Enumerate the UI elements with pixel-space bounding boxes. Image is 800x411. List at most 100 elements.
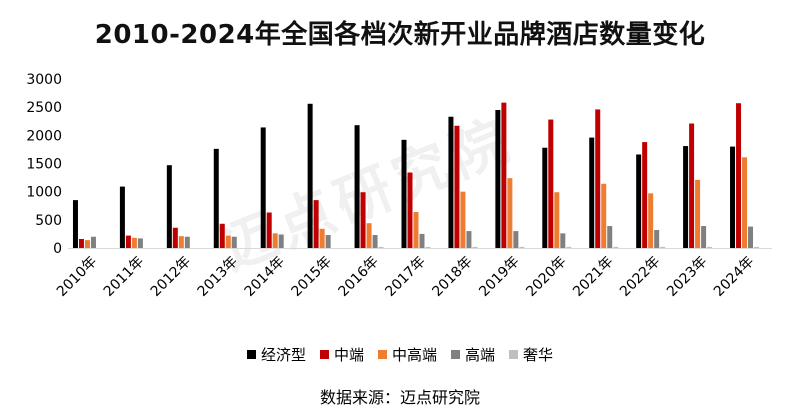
bar-中高端-2019年 [507, 178, 513, 248]
y-axis: 0 500 1000 1500 2000 2500 3000 [26, 72, 62, 257]
bar-高端-2019年 [513, 231, 519, 248]
legend-label: 中端 [333, 346, 364, 364]
bar-中端-2024年 [736, 103, 742, 249]
bar-中端-2014年 [266, 212, 272, 248]
bar-中端-2016年 [360, 192, 366, 248]
x-tick-label: 2016年 [335, 254, 381, 300]
legend-label: 中高端 [391, 346, 437, 364]
x-tick-label: 2014年 [242, 254, 288, 300]
bar-奢华-2023年 [707, 246, 713, 248]
bar-中端-2019年 [501, 102, 507, 248]
y-tick-label: 500 [35, 213, 62, 229]
bar-中高端-2016年 [366, 223, 372, 248]
legend-item: 经济型 [246, 344, 306, 365]
source-note: 数据来源：迈点研究院 [319, 388, 480, 407]
bar-经济型-2016年 [354, 125, 360, 248]
legend-label: 高端 [465, 346, 496, 364]
bar-高端-2016年 [372, 235, 378, 248]
bar-高端-2015年 [325, 235, 331, 248]
x-tick-label: 2024年 [711, 254, 757, 300]
x-tick-label: 2020年 [523, 254, 569, 300]
bar-中高端-2018年 [460, 191, 466, 248]
y-tick-label: 1000 [26, 185, 62, 201]
legend-label: 经济型 [260, 346, 306, 364]
chart-title: 2010-2024年全国各档次新开业品牌酒店数量变化 [94, 20, 706, 50]
y-tick-label: 3000 [26, 72, 62, 88]
bar-奢华-2020年 [566, 246, 572, 248]
x-tick-label: 2022年 [617, 254, 663, 300]
bar-中高端-2024年 [742, 157, 748, 248]
bar-中端-2023年 [689, 123, 695, 248]
x-tick-label: 2018年 [429, 254, 475, 300]
bar-高端-2018年 [466, 231, 472, 248]
x-axis: 2010年 2011年 2012年 2013年 2014年 2015年 2016年 2017年… [54, 248, 772, 300]
x-tick-label: 2021年 [570, 254, 616, 300]
bar-经济型-2011年 [119, 186, 125, 248]
bar-中高端-2023年 [695, 179, 701, 248]
x-tick-label: 2019年 [476, 254, 522, 300]
bar-高端-2017年 [419, 233, 425, 248]
bar-经济型-2012年 [166, 165, 172, 248]
bar-经济型-2024年 [730, 146, 736, 248]
bar-经济型-2017年 [401, 139, 407, 248]
bar-高端-2012年 [184, 236, 190, 248]
y-tick-label: 2000 [26, 128, 62, 144]
legend-swatch [319, 350, 329, 359]
legend-swatch [246, 350, 256, 359]
x-tick-label: 2013年 [195, 254, 241, 300]
bar-中高端-2012年 [178, 236, 184, 248]
bar-中高端-2020年 [554, 192, 560, 248]
bar-中高端-2015年 [319, 228, 325, 248]
bar-高端-2014年 [278, 234, 284, 248]
bar-中端-2015年 [313, 200, 319, 248]
x-tick-label: 2017年 [382, 254, 428, 300]
bar-中端-2010年 [78, 238, 84, 248]
bar-奢华-2016年 [378, 246, 384, 248]
y-tick-label: 1500 [26, 157, 62, 173]
bar-经济型-2010年 [72, 200, 78, 248]
bar-中高端-2014年 [272, 233, 278, 248]
bar-中高端-2021年 [601, 183, 607, 248]
bar-中高端-2013年 [225, 235, 231, 248]
bar-经济型-2013年 [213, 148, 219, 248]
legend-swatch [509, 350, 519, 359]
bar-高端-2020年 [560, 233, 566, 248]
bar-高端-2011年 [137, 238, 143, 248]
x-tick-label: 2012年 [148, 254, 194, 300]
bar-经济型-2021年 [589, 137, 595, 248]
bar-中端-2017年 [407, 172, 413, 248]
legend-item: 中端 [319, 344, 364, 365]
x-tick-label: 2011年 [101, 254, 147, 300]
bar-高端-2021年 [607, 226, 613, 248]
bar-奢华-2017年 [425, 246, 431, 248]
legend-swatch [377, 350, 387, 359]
x-tick-label: 2023年 [664, 254, 710, 300]
bar-高端-2010年 [90, 236, 96, 248]
x-tick-label: 2015年 [289, 254, 335, 300]
legend-item: 中高端 [377, 344, 437, 365]
bar-中端-2020年 [548, 119, 554, 248]
bar-经济型-2015年 [307, 103, 313, 248]
bar-中高端-2017年 [413, 211, 419, 248]
legend-item: 奢华 [509, 344, 553, 365]
bar-经济型-2014年 [260, 127, 266, 248]
bar-高端-2023年 [701, 226, 707, 248]
bar-经济型-2020年 [542, 147, 548, 248]
bar-中高端-2011年 [131, 237, 137, 248]
bar-经济型-2019年 [495, 109, 501, 248]
bar-中端-2018年 [454, 125, 460, 248]
bar-高端-2022年 [654, 229, 660, 248]
legend-swatch [451, 350, 460, 359]
bar-经济型-2022年 [636, 154, 642, 248]
bar-中高端-2010年 [84, 240, 90, 248]
bar-中端-2021年 [595, 109, 601, 248]
bar-奢华-2024年 [754, 246, 760, 248]
bar-高端-2024年 [748, 226, 754, 248]
legend-item: 高端 [451, 344, 495, 365]
bar-奢华-2022年 [660, 246, 666, 248]
bar-中端-2013年 [219, 223, 225, 248]
bar-高端-2013年 [231, 236, 237, 248]
legend-label: 奢华 [523, 346, 554, 364]
y-tick-label: 2500 [26, 100, 62, 116]
